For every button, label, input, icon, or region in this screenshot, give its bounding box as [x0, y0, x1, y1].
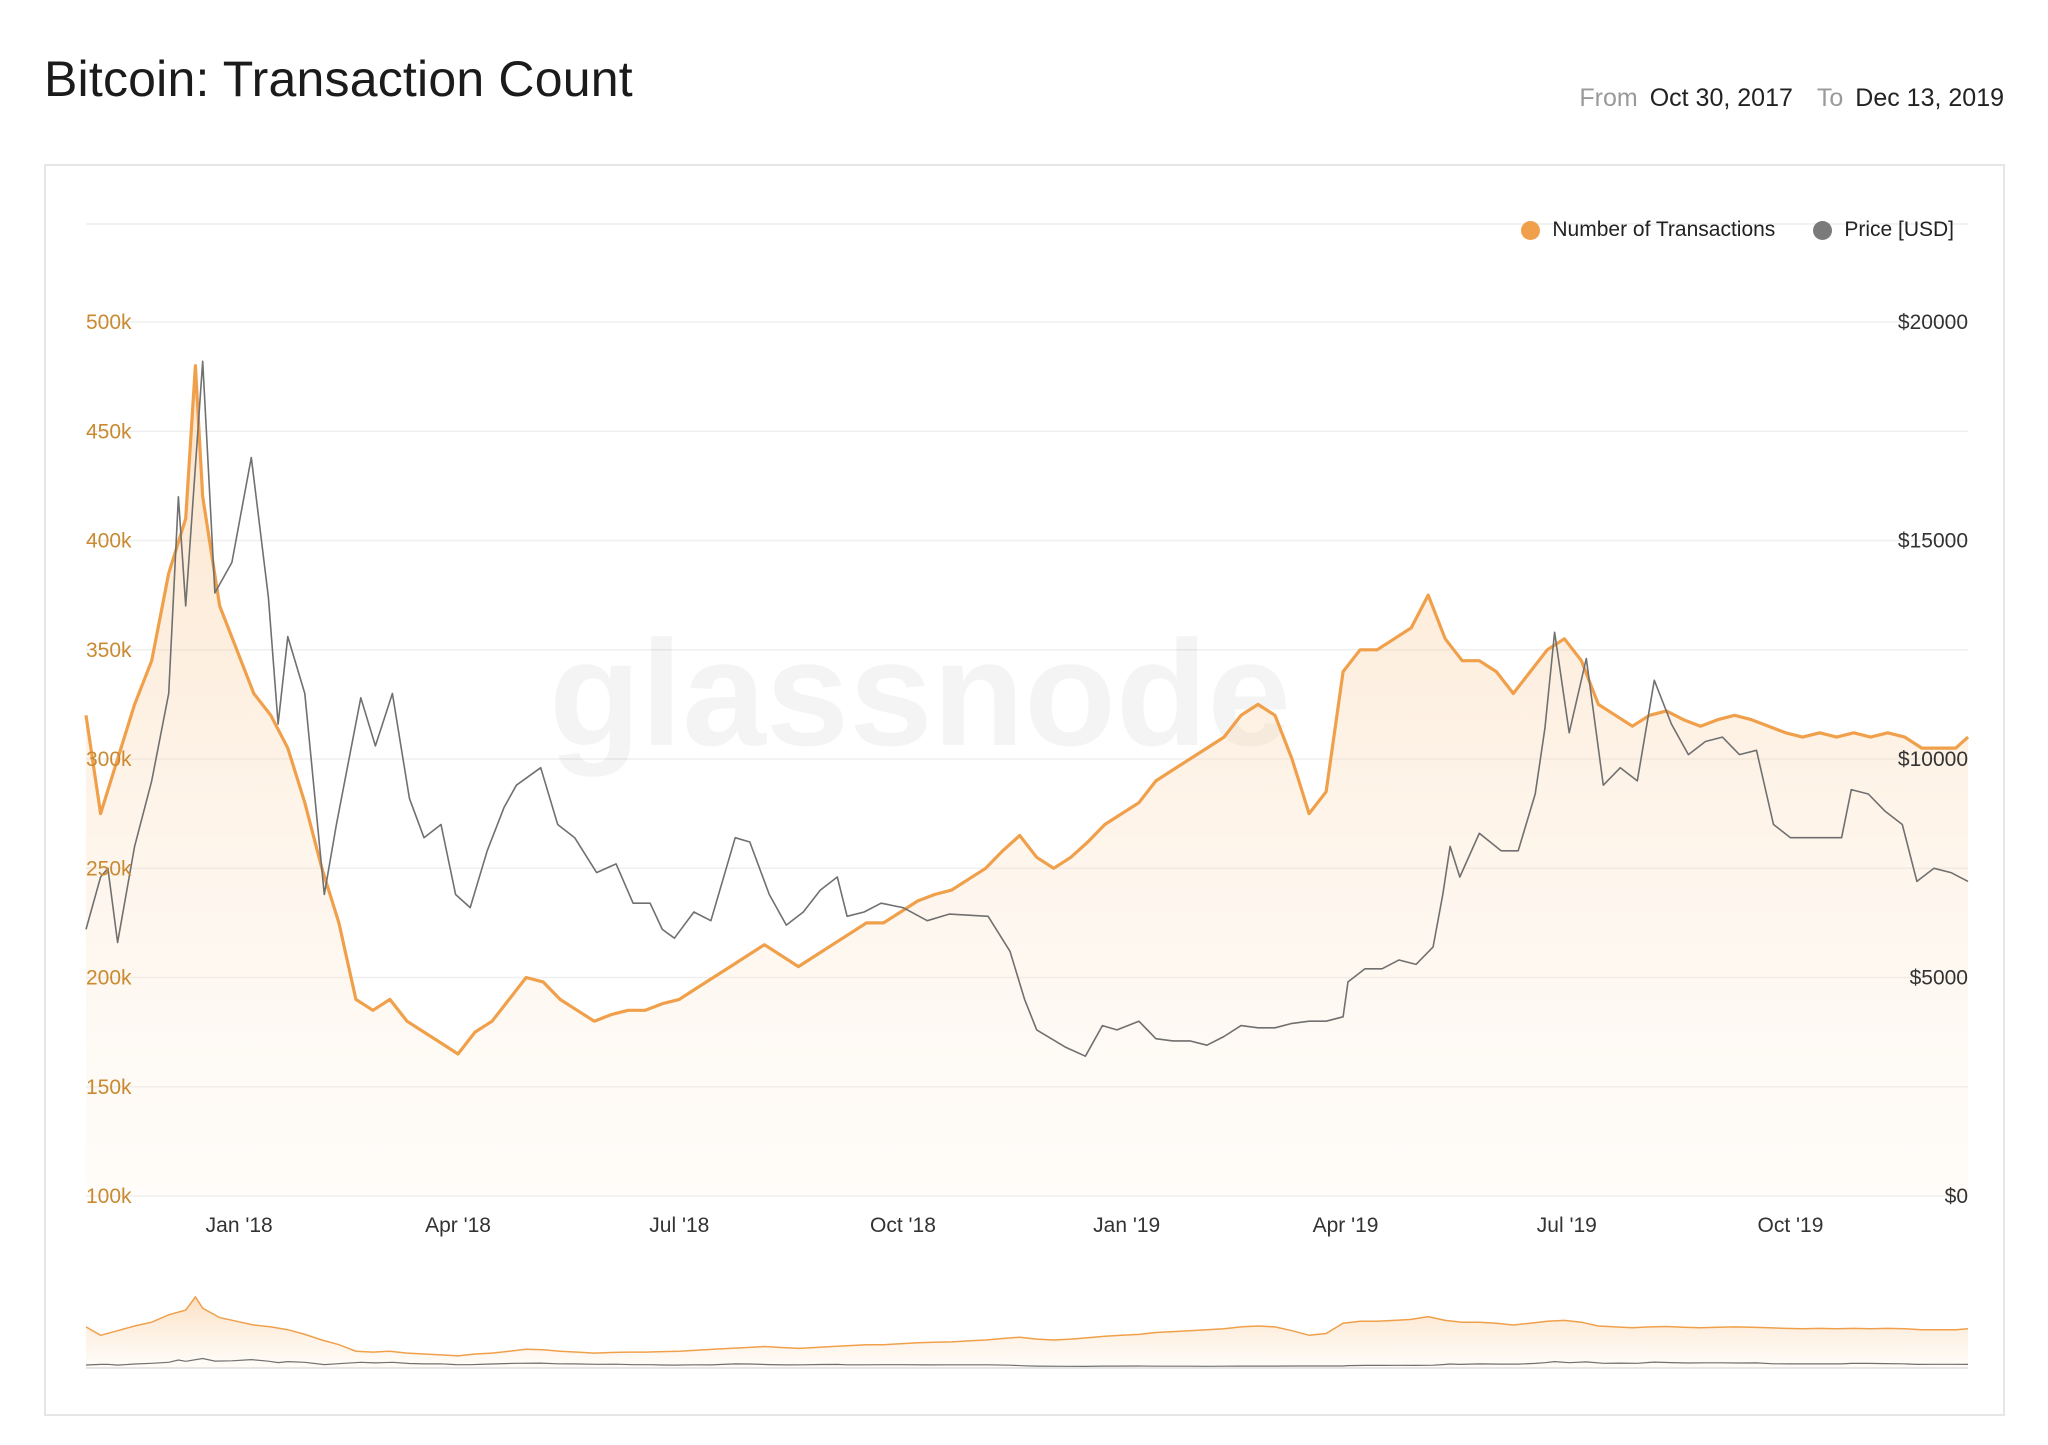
legend-transactions-swatch	[1521, 220, 1541, 240]
chart-frame	[44, 164, 2005, 1416]
legend: Number of Transactions Price [USD]	[1483, 218, 1954, 242]
legend-transactions-label: Number of Transactions	[1552, 218, 1776, 241]
y-right-tick-label: $5000	[1910, 967, 1968, 990]
y-left-tick-label: 450k	[86, 420, 132, 443]
from-date[interactable]: Oct 30, 2017	[1649, 84, 1793, 112]
series-layer	[84, 360, 1970, 1196]
price-line	[85, 360, 1969, 1057]
to-date[interactable]: Dec 13, 2019	[1855, 84, 2004, 112]
x-tick-label: Jan '18	[206, 1214, 273, 1237]
legend-item-price[interactable]: Price [USD]	[1813, 218, 1954, 242]
transactions-line	[84, 364, 1970, 1056]
legend-price-swatch	[1813, 220, 1833, 240]
y-left-tick-label: 400k	[86, 530, 132, 553]
x-tick-label: Apr '18	[425, 1214, 491, 1237]
legend-item-transactions[interactable]: Number of Transactions	[1521, 218, 1775, 242]
y-left-tick-label: 300k	[86, 748, 132, 771]
navigator-price-line	[85, 1357, 1969, 1368]
y-right-tick-label: $0	[1945, 1185, 1968, 1208]
navigator-transactions-area	[86, 1297, 1968, 1368]
y-left-tick-label: 200k	[86, 967, 132, 990]
y-left-tick-label: 150k	[86, 1076, 132, 1099]
y-right-axis: $0 $5000 $10000 $15000 $20000	[1898, 311, 1968, 1208]
date-range[interactable]: From Oct 30, 2017 To Dec 13, 2019	[1579, 84, 2004, 113]
y-right-tick-label: $20000	[1898, 311, 1968, 334]
y-left-tick-label: 250k	[86, 857, 132, 880]
y-left-tick-label: 100k	[86, 1185, 132, 1208]
y-left-tick-label: 500k	[86, 311, 132, 334]
y-left-tick-label: 350k	[86, 639, 132, 662]
x-tick-label: Jul '18	[649, 1214, 709, 1237]
x-tick-label: Jan '19	[1093, 1214, 1160, 1237]
watermark: glassnode	[549, 609, 1291, 777]
y-left-axis: 100k 150k 200k 250k 300k 350k 400k 450k 500k	[86, 311, 132, 1208]
x-tick-label: Oct '18	[870, 1214, 936, 1237]
page-title: Bitcoin: Transaction Count	[44, 51, 633, 107]
to-label: To	[1816, 84, 1844, 112]
x-tick-label: Jul '19	[1537, 1214, 1597, 1237]
y-right-tick-label: $15000	[1898, 530, 1968, 553]
navigator-transactions-line	[85, 1295, 1969, 1357]
navigator-overview[interactable]	[85, 1295, 1969, 1369]
x-tick-label: Oct '19	[1758, 1214, 1824, 1237]
y-right-tick-label: $10000	[1898, 748, 1968, 771]
x-axis: Jan '18 Apr '18 Jul '18 Oct '18 Jan '19 Apr '…	[206, 1214, 1824, 1237]
legend-price-label: Price [USD]	[1844, 218, 1954, 241]
transactions-area	[86, 365, 1968, 1196]
from-label: From	[1579, 84, 1638, 112]
x-tick-label: Apr '19	[1313, 1214, 1379, 1237]
